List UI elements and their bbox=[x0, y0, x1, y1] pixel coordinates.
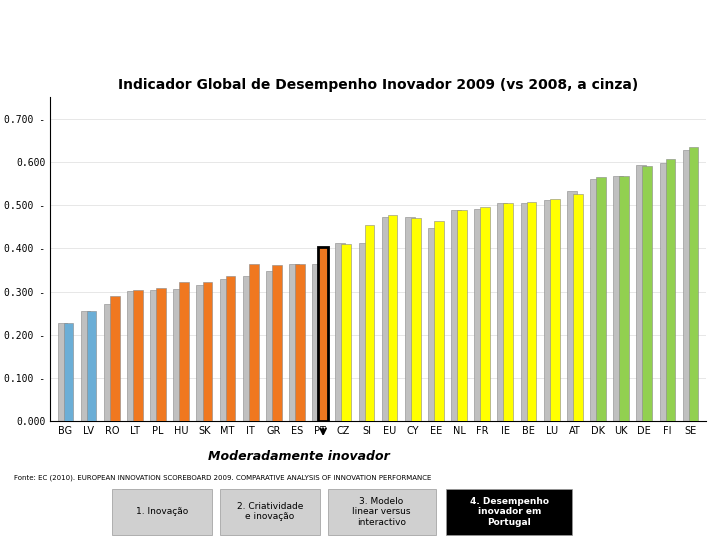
Bar bbox=[503, 203, 513, 421]
Bar bbox=[567, 191, 577, 421]
Bar bbox=[318, 247, 328, 421]
Bar bbox=[197, 285, 206, 421]
Bar bbox=[359, 243, 368, 421]
Bar bbox=[660, 163, 670, 421]
Bar bbox=[318, 247, 328, 421]
Bar bbox=[382, 217, 392, 421]
Bar bbox=[613, 176, 623, 421]
Bar bbox=[150, 291, 160, 421]
Bar bbox=[289, 265, 299, 421]
Bar bbox=[133, 291, 143, 421]
Bar bbox=[81, 312, 91, 421]
Bar bbox=[619, 176, 629, 421]
Bar bbox=[521, 203, 531, 421]
Bar bbox=[341, 244, 351, 421]
Bar bbox=[127, 291, 137, 421]
Bar bbox=[63, 323, 73, 421]
Bar bbox=[58, 323, 67, 421]
Bar bbox=[266, 271, 276, 421]
Bar bbox=[388, 215, 397, 421]
Bar bbox=[405, 217, 415, 421]
Bar bbox=[480, 207, 490, 421]
Bar bbox=[573, 193, 582, 421]
Bar bbox=[249, 264, 258, 421]
Bar bbox=[336, 243, 345, 421]
Text: 3. Modelo
linear versus
interactivo: 3. Modelo linear versus interactivo bbox=[352, 497, 411, 526]
Text: 2. Criatividade
e inovação: 2. Criatividade e inovação bbox=[237, 502, 303, 521]
Bar bbox=[225, 276, 235, 421]
Bar bbox=[86, 310, 96, 421]
Bar bbox=[590, 179, 600, 421]
Bar bbox=[243, 276, 253, 421]
Text: 4. Desempenho
inovador em
Portugal: 4. Desempenho inovador em Portugal bbox=[470, 497, 549, 526]
Bar bbox=[474, 208, 484, 421]
Bar bbox=[104, 303, 114, 421]
Bar bbox=[202, 282, 212, 421]
Bar bbox=[451, 210, 461, 421]
Bar bbox=[636, 165, 646, 421]
Text: 1. Inovação: 1. Inovação bbox=[136, 507, 188, 516]
Bar bbox=[411, 218, 420, 421]
Text: Fonte: EC (2010). EUROPEAN INNOVATION SCOREBOARD 2009. COMPARATIVE ANALYSIS OF I: Fonte: EC (2010). EUROPEAN INNOVATION SC… bbox=[14, 475, 432, 481]
Bar bbox=[544, 200, 554, 421]
Bar bbox=[689, 147, 698, 421]
Title: Indicador Global de Desempenho Inovador 2009 (vs 2008, a cinza): Indicador Global de Desempenho Inovador … bbox=[118, 78, 638, 92]
Bar bbox=[457, 210, 467, 421]
Bar bbox=[174, 289, 183, 421]
Bar bbox=[110, 296, 120, 421]
Bar bbox=[498, 203, 507, 421]
Bar bbox=[179, 282, 189, 421]
Bar bbox=[156, 288, 166, 421]
Bar bbox=[428, 228, 438, 421]
Bar bbox=[596, 177, 606, 421]
Bar bbox=[220, 279, 230, 421]
Bar bbox=[295, 264, 305, 421]
Bar bbox=[665, 159, 675, 421]
Text: Moderadamente inovador: Moderadamente inovador bbox=[208, 450, 390, 463]
Bar bbox=[272, 265, 282, 421]
Bar bbox=[312, 265, 322, 421]
Bar bbox=[550, 199, 559, 421]
Bar bbox=[434, 221, 444, 421]
Bar bbox=[526, 202, 536, 421]
Bar bbox=[642, 166, 652, 421]
Bar bbox=[364, 225, 374, 421]
Bar bbox=[683, 150, 693, 421]
